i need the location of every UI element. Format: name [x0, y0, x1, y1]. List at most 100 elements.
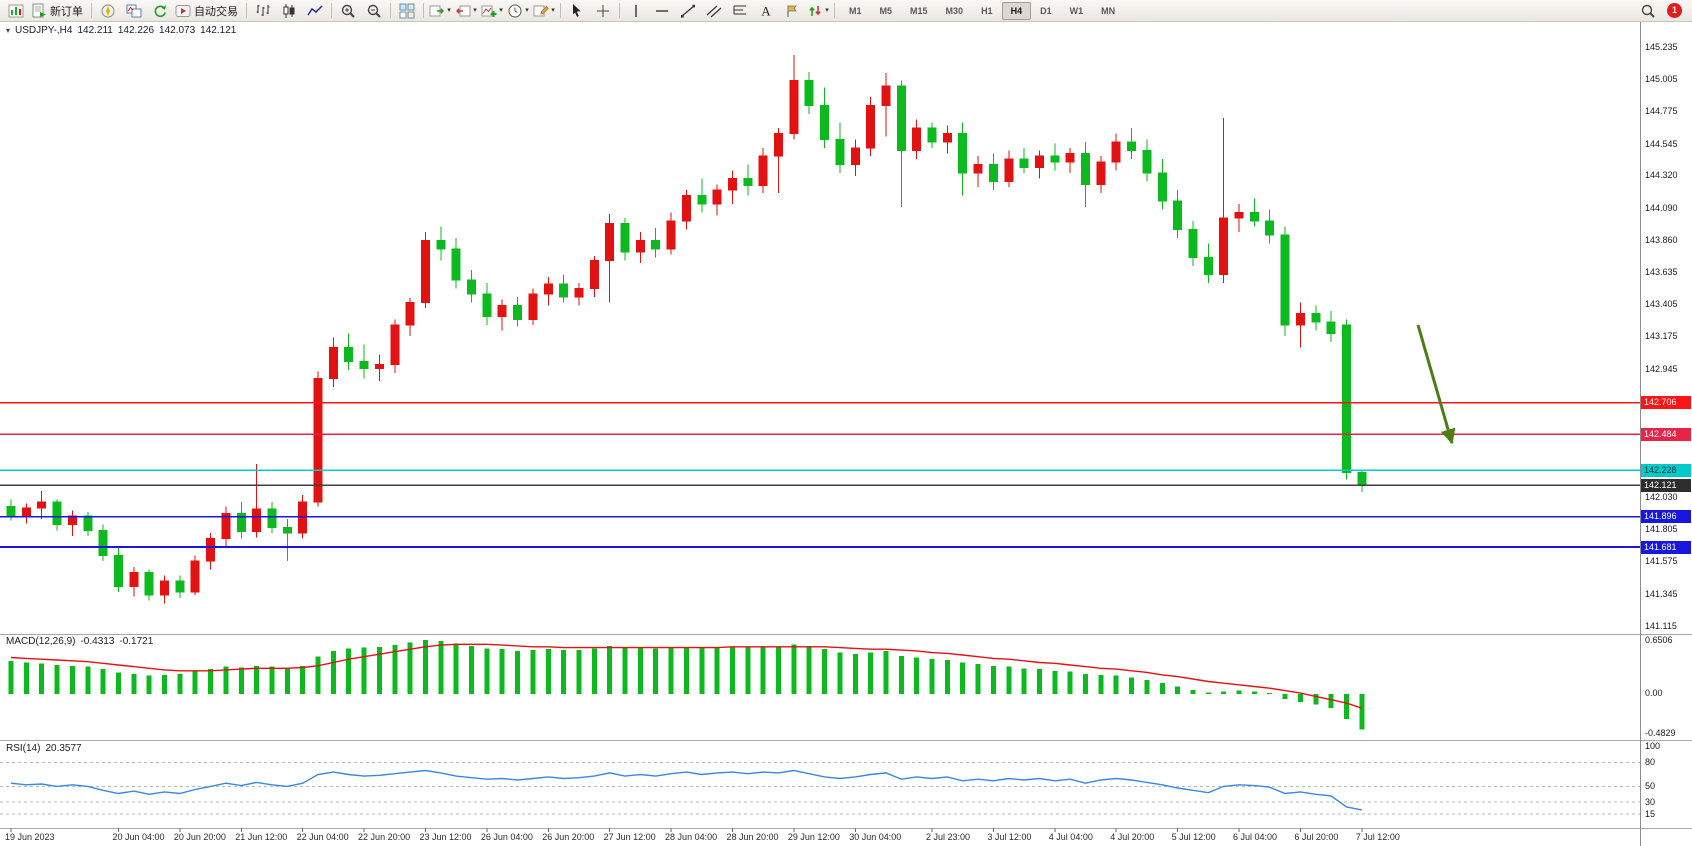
- candle-body: [298, 501, 308, 534]
- text-button[interactable]: A: [753, 1, 779, 21]
- macd-histogram-bar: [115, 672, 121, 694]
- zoom-in-icon: [341, 4, 355, 18]
- flag-icon: [787, 5, 797, 17]
- macd-histogram-bar: [1067, 671, 1073, 694]
- zoom-in-button[interactable]: [335, 1, 361, 21]
- candle-body: [328, 346, 338, 379]
- timeframe-m5[interactable]: M5: [879, 5, 893, 16]
- zoom-out-icon: [367, 4, 381, 18]
- fibo-icon: [733, 5, 746, 14]
- template-icon: [533, 5, 550, 16]
- macd-histogram-bar: [23, 662, 29, 694]
- channel-icon: [706, 5, 722, 17]
- channel-button[interactable]: [701, 1, 727, 21]
- search-button[interactable]: [1635, 1, 1661, 21]
- candle-chart-mode-button[interactable]: [276, 1, 302, 21]
- periods-button[interactable]: ▾: [505, 1, 531, 21]
- macd-histogram-bar: [453, 643, 459, 694]
- macd-histogram-bar: [254, 665, 260, 694]
- candle-body: [1311, 313, 1321, 323]
- horizontal-line-button[interactable]: [649, 1, 675, 21]
- trend-arrow-object[interactable]: [1416, 324, 1456, 445]
- refresh-button[interactable]: [147, 1, 173, 21]
- macd-histogram-bar: [208, 669, 214, 694]
- macd-histogram-bar: [422, 640, 428, 694]
- chart-windows-button[interactable]: [121, 1, 147, 21]
- tile-windows-button[interactable]: [394, 1, 420, 21]
- macd-histogram-bar: [622, 647, 628, 694]
- dropdown-caret-icon: ▾: [473, 7, 477, 14]
- toolbar-separator: [91, 3, 92, 18]
- autotrading-button[interactable]: 自动交易: [173, 1, 243, 21]
- macd-histogram-bar: [1159, 683, 1165, 694]
- candle-body: [620, 223, 630, 253]
- macd-histogram-bar: [868, 652, 874, 694]
- macd-histogram-bar: [1236, 690, 1242, 694]
- candle-body: [344, 346, 354, 363]
- text-label-button[interactable]: [779, 1, 805, 21]
- macd-histogram-bar: [100, 669, 106, 694]
- candle-body: [758, 155, 768, 187]
- cursor-button[interactable]: [564, 1, 590, 21]
- candle-body: [190, 560, 200, 593]
- candle-body: [1280, 234, 1290, 326]
- auto-scroll-button[interactable]: ▾: [427, 1, 453, 21]
- chart-shift-icon: [456, 5, 471, 16]
- notification-badge[interactable]: 1: [1667, 3, 1682, 18]
- macd-histogram-bar: [85, 666, 91, 694]
- candle-body: [543, 283, 553, 295]
- timeframe-m30[interactable]: M30: [945, 5, 964, 16]
- new-order-button[interactable]: 新订单: [29, 1, 88, 21]
- crosshair-icon: [597, 4, 609, 17]
- timeframe-w1[interactable]: W1: [1069, 5, 1084, 16]
- compass-icon: [101, 4, 115, 17]
- macd-histogram-bar: [1113, 675, 1119, 694]
- candle-body: [835, 138, 845, 166]
- zoom-out-button[interactable]: [361, 1, 387, 21]
- autotrading-label: 自动交易: [194, 5, 238, 18]
- candle-body: [175, 580, 185, 593]
- candle-body: [681, 195, 691, 222]
- timeframe-m15[interactable]: M15: [910, 5, 928, 16]
- macd-histogram-bar: [269, 666, 275, 694]
- macd-histogram-bar: [1282, 693, 1288, 699]
- crosshair-button[interactable]: [590, 1, 616, 21]
- macd-histogram-bar: [960, 662, 966, 694]
- text-a-icon: A: [761, 3, 771, 18]
- macd-histogram-bar: [791, 644, 797, 694]
- timeframe-h1[interactable]: H1: [981, 5, 993, 16]
- macd-histogram-bar: [1006, 666, 1012, 694]
- candle-body: [37, 501, 47, 509]
- candle-body: [52, 501, 62, 526]
- candle-body: [160, 580, 169, 596]
- chart-shift-button[interactable]: ▾: [453, 1, 479, 21]
- trendline-button[interactable]: [675, 1, 701, 21]
- navigator-button[interactable]: [95, 1, 121, 21]
- candle-body: [282, 526, 292, 534]
- candle-body: [528, 293, 538, 320]
- timeframe-d1[interactable]: D1: [1040, 5, 1052, 16]
- timeframe-m1[interactable]: M1: [849, 5, 862, 16]
- macd-histogram-bar: [1343, 693, 1349, 719]
- macd-histogram-bar: [668, 647, 674, 694]
- macd-histogram-bar: [806, 645, 812, 694]
- macd-histogram-bar: [1313, 693, 1319, 705]
- new-chart-button[interactable]: [3, 1, 29, 21]
- arrows-button[interactable]: ▾: [805, 1, 831, 21]
- timeframe-h4[interactable]: H4: [1001, 1, 1032, 20]
- macd-histogram-bar: [760, 647, 766, 694]
- templates-button[interactable]: ▾: [531, 1, 557, 21]
- line-chart-mode-button[interactable]: [302, 1, 328, 21]
- vertical-line-button[interactable]: [623, 1, 649, 21]
- macd-histogram-bar: [1221, 691, 1227, 694]
- candle-body: [1173, 200, 1183, 230]
- fibonacci-button[interactable]: [727, 1, 753, 21]
- timeframe-mn[interactable]: MN: [1101, 5, 1116, 16]
- bar-chart-mode-button[interactable]: [250, 1, 276, 21]
- macd-histogram-bar: [238, 667, 244, 694]
- candle-body: [574, 287, 584, 298]
- toolbar-separator: [246, 3, 247, 18]
- macd-histogram-bar: [284, 668, 290, 694]
- indicators-button[interactable]: ▾: [479, 1, 505, 21]
